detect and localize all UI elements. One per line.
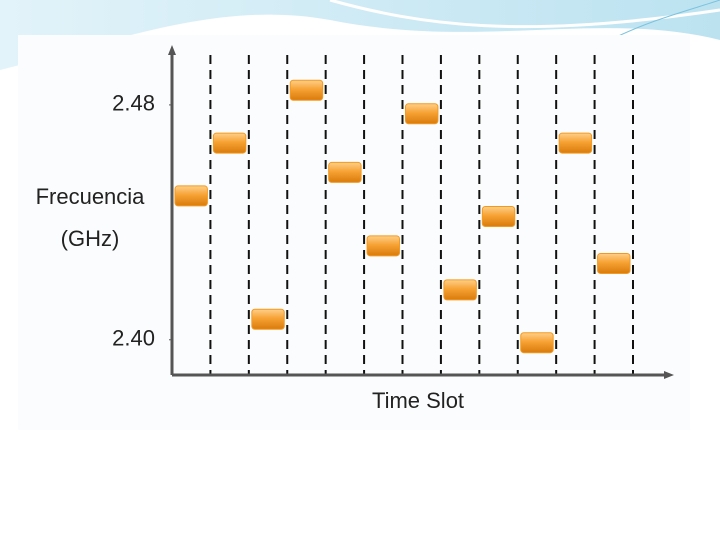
y-tick-label: 2.48 <box>112 91 155 116</box>
y-tick-label: 2.40 <box>112 326 155 351</box>
frequency-slot <box>520 332 554 354</box>
frequency-slot <box>443 279 477 301</box>
x-axis-label: Time Slot <box>372 388 464 413</box>
frequency-slot <box>174 185 208 207</box>
y-axis-label: Frecuencia <box>36 184 146 209</box>
frequency-slot <box>366 235 401 257</box>
frequency-slot <box>212 132 247 154</box>
x-axis-arrow <box>664 371 674 379</box>
frequency-slot <box>328 161 362 183</box>
frequency-slot <box>405 103 439 125</box>
frequency-slot <box>481 205 516 227</box>
frequency-slot <box>597 252 631 274</box>
header-wave <box>0 0 720 70</box>
y-axis-arrow <box>168 45 176 55</box>
frequency-slot <box>289 79 324 101</box>
wave-line <box>329 0 720 29</box>
frequency-slot <box>558 132 593 154</box>
frequency-slot <box>251 308 285 330</box>
wave-line <box>609 0 720 41</box>
y-axis-label: (GHz) <box>61 226 120 251</box>
chart-panel <box>18 35 690 430</box>
